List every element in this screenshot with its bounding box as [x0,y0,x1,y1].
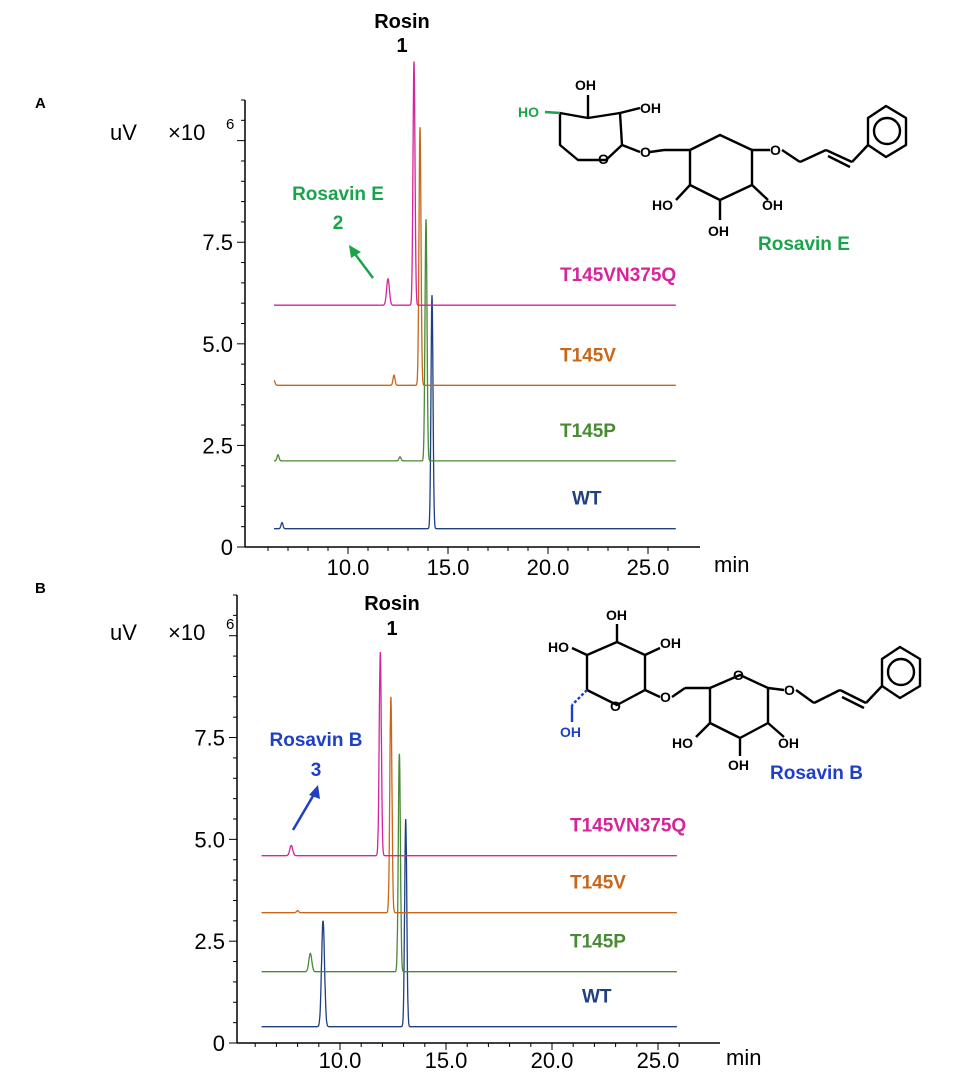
trace-label-wt: WT [582,987,612,1008]
peak-number-b: 1 [386,618,397,640]
traces-a: WT T145P T145V T145VN375Q [273,61,676,530]
panel-b: B uV ×10 6 0 2.5 5.0 7.5 10.0 15.0 20.0 25.0 WT… [35,580,922,1073]
x-tick-label: 25.0 [627,555,670,580]
x-tick-label: 25.0 [637,1048,680,1073]
axes-b: 0 2.5 5.0 7.5 10.0 15.0 20.0 25.0 [194,594,720,1073]
trace-label-t145vn375q: T145VN375Q [570,816,686,837]
y-tick-label: 5.0 [194,827,225,852]
atom-label: O [784,682,795,698]
y-tick-label: 0 [213,1031,225,1056]
y-tick-label: 2.5 [194,929,225,954]
atom-label: O [610,698,621,714]
annotation-arrow-a [349,245,374,279]
y-tick-label: 7.5 [194,726,225,751]
peak-title-b: Rosin [364,593,420,615]
annotation-arrow-b [291,785,320,831]
x-unit-label-a: min [714,552,749,577]
y-multiplier-label-b: ×10 [168,620,205,645]
trace-label-wt: WT [572,489,602,510]
trace-t145p [274,219,676,462]
atom-label: OH [560,724,581,740]
trace-wt [274,295,676,530]
atom-label: OH [778,735,799,751]
y-tick-label: 0 [221,535,233,560]
x-unit-label-b: min [726,1045,761,1070]
panel-letter-a: A [35,95,46,112]
annotation-name-b: Rosavin B [270,730,363,751]
y-tick-label: 5.0 [202,332,233,357]
atom-label: O [640,144,651,160]
x-tick-label: 20.0 [531,1048,574,1073]
peak-title-a: Rosin [374,11,430,33]
x-tick-label: 20.0 [527,555,570,580]
trace-t145vn375q [261,651,677,857]
rosavin-e-atoms: OH OH HO O O O HO OH OH [518,77,783,239]
y-multiplier-label-a: ×10 [168,120,205,145]
atom-label: OH [660,635,681,651]
atom-label: HO [518,104,539,120]
x-tick-label: 15.0 [425,1048,468,1073]
atom-label: O [660,689,671,705]
panel-a: A uV ×10 6 0 2.5 5.0 7.5 10.0 15.0 20.0 25.0 WT… [35,11,908,580]
y-unit-label-a: uV [110,120,137,145]
trace-t145v [273,127,676,386]
atom-label: HO [672,735,693,751]
y-multiplier-exp-a: 6 [226,116,234,133]
rosavin-e-structure [544,95,908,220]
trace-t145p [261,753,677,973]
trace-label-t145v: T145V [560,345,616,366]
x-tick-label: 10.0 [327,555,370,580]
atom-label: O [598,151,609,167]
rosavin-b-structure [570,624,922,756]
atom-label: O [733,667,744,683]
annotation-name-a: Rosavin E [292,184,384,205]
y-tick-label: 7.5 [202,230,233,255]
atom-label: OH [728,757,749,773]
y-multiplier-exp-b: 6 [226,616,234,633]
atom-label: OH [606,607,627,623]
axes-a: 0 2.5 5.0 7.5 10.0 15.0 20.0 25.0 [202,99,700,580]
atom-label: OH [640,100,661,116]
atom-label: HO [652,197,673,213]
structure-name-a: Rosavin E [758,234,850,255]
x-tick-label: 10.0 [319,1048,362,1073]
trace-wt [261,818,677,1028]
panel-letter-b: B [35,580,46,597]
trace-label-t145p: T145P [570,932,626,953]
trace-t145vn375q [274,61,676,306]
x-tick-label: 15.0 [427,555,470,580]
trace-t145v [261,696,677,914]
atom-label: OH [762,197,783,213]
traces-b: WT T145P T145V T145VN375Q [261,651,686,1028]
atom-label: OH [708,223,729,239]
trace-label-t145p: T145P [560,421,616,442]
y-tick-label: 2.5 [202,433,233,458]
rosavin-b-atoms: OH HO OH OH O O O O HO OH OH [548,607,799,773]
annotation-number-b: 3 [311,760,322,781]
atom-label: O [770,142,781,158]
y-axis-unit-a: uV ×10 6 [110,116,234,145]
y-unit-label-b: uV [110,620,137,645]
y-axis-unit-b: uV ×10 6 [110,616,234,645]
peak-number-a: 1 [396,35,407,57]
structure-name-b: Rosavin B [770,763,863,784]
annotation-number-a: 2 [333,213,344,234]
trace-label-t145vn375q: T145VN375Q [560,265,676,286]
atom-label: OH [575,77,596,93]
atom-label: HO [548,639,569,655]
trace-label-t145v: T145V [570,873,626,894]
